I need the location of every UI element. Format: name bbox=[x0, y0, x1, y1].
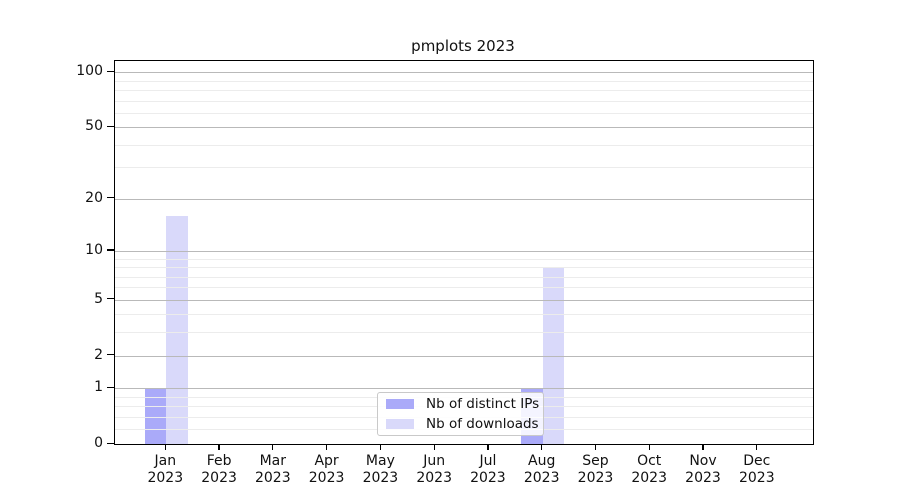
y-tick-1 bbox=[107, 386, 114, 388]
x-tick-dec bbox=[756, 444, 758, 451]
legend: Nb of distinct IPs Nb of downloads bbox=[377, 392, 544, 436]
x-tick-sep bbox=[594, 444, 597, 451]
y-tick-label-2: 2 bbox=[94, 346, 103, 363]
x-tick-label-may: May 2023 bbox=[362, 453, 399, 486]
bar-downloads-jan bbox=[166, 215, 189, 444]
x-tick-label-oct: Oct 2023 bbox=[631, 453, 667, 486]
bars-layer bbox=[115, 61, 813, 444]
x-tick-label-sep: Sep 2023 bbox=[577, 453, 614, 486]
y-tick-10 bbox=[107, 249, 114, 251]
y-tick-100 bbox=[107, 70, 114, 72]
x-tick-label-jul: Jul 2023 bbox=[470, 453, 506, 486]
legend-label-downloads: Nb of downloads bbox=[426, 415, 539, 432]
y-tick-20 bbox=[107, 197, 114, 199]
x-tick-apr bbox=[326, 444, 328, 451]
x-tick-aug bbox=[541, 444, 543, 451]
x-tick-jun bbox=[433, 444, 435, 451]
x-tick-mar bbox=[272, 444, 274, 451]
x-tick-label-apr: Apr 2023 bbox=[308, 453, 345, 486]
chart-title: pmplots 2023 bbox=[411, 37, 515, 55]
legend-swatch-distinct-ips bbox=[386, 399, 414, 409]
x-tick-jan bbox=[164, 444, 166, 451]
x-tick-feb bbox=[218, 444, 220, 451]
x-tick-label-feb: Feb 2023 bbox=[201, 453, 237, 486]
legend-item-distinct-ips: Nb of distinct IPs bbox=[386, 396, 539, 413]
plot-area bbox=[114, 60, 814, 445]
x-tick-label-dec: Dec 2023 bbox=[738, 453, 775, 486]
y-tick-label-10: 10 bbox=[85, 241, 103, 258]
y-tick-label-1: 1 bbox=[94, 379, 103, 396]
y-tick-label-100: 100 bbox=[76, 63, 103, 80]
x-tick-label-aug: Aug 2023 bbox=[523, 453, 560, 486]
legend-swatch-downloads bbox=[386, 419, 414, 429]
x-tick-oct bbox=[648, 444, 650, 451]
x-tick-jul bbox=[487, 444, 489, 451]
y-tick-label-20: 20 bbox=[85, 189, 103, 206]
x-tick-label-nov: Nov 2023 bbox=[685, 453, 721, 486]
legend-item-downloads: Nb of downloads bbox=[386, 416, 539, 433]
y-tick-2 bbox=[107, 354, 114, 356]
bar-distinct-ips-jan bbox=[144, 388, 167, 444]
y-tick-label-5: 5 bbox=[94, 290, 103, 307]
y-tick-50 bbox=[107, 125, 114, 127]
y-tick-5 bbox=[107, 298, 114, 300]
y-tick-label-0: 0 bbox=[94, 435, 103, 451]
x-tick-nov bbox=[702, 444, 704, 451]
y-tick-0 bbox=[107, 442, 114, 444]
x-tick-may bbox=[379, 444, 381, 451]
bar-downloads-aug bbox=[542, 267, 565, 444]
x-tick-label-jan: Jan 2023 bbox=[147, 453, 184, 486]
legend-label-distinct-ips: Nb of distinct IPs bbox=[426, 395, 540, 412]
x-tick-label-jun: Jun 2023 bbox=[416, 453, 452, 486]
x-tick-label-mar: Mar 2023 bbox=[254, 453, 291, 486]
y-tick-label-50: 50 bbox=[85, 118, 103, 135]
